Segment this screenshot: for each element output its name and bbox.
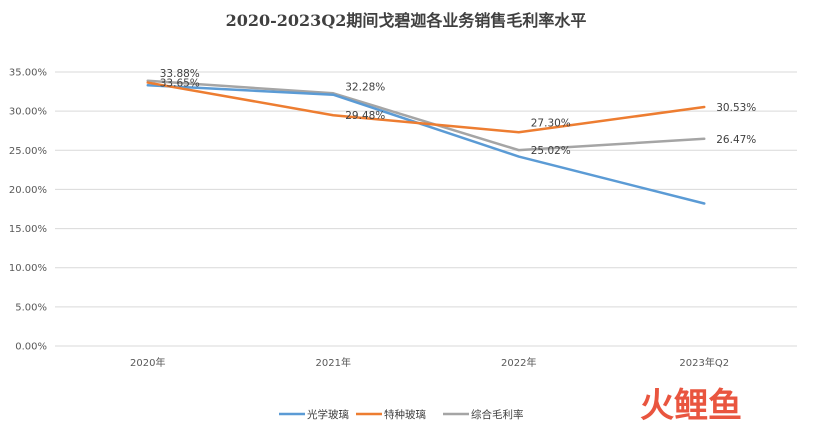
data-label: 29.48% [345,110,385,122]
y-tick-label: 5.00% [15,302,47,313]
y-tick-label: 15.00% [9,224,47,235]
y-tick-label: 25.00% [9,146,47,157]
legend-label: 特种玻璃 [384,408,426,421]
data-label: 26.47% [716,134,756,146]
series-line-0 [146,84,706,205]
x-axis-ticks: 2020年 2021年 2022年 2023年Q2 [130,356,729,369]
data-label: 30.53% [716,102,756,114]
data-label: 32.28% [345,81,385,93]
y-tick-label: 20.00% [9,185,47,196]
data-label: 27.30% [531,117,571,129]
x-tick-label: 2022年 [501,356,536,369]
watermark-logo: 火鲤鱼 [640,386,742,426]
data-labels: 33.65% 29.48% 27.30% 30.53% 33.88% 32.28% 25.0… [160,68,757,157]
legend: 光学玻璃 特种玻璃 综合毛利率 [279,408,524,421]
data-label: 33.88% [160,68,200,80]
grid-lines [55,71,797,347]
legend-label: 综合毛利率 [471,408,524,421]
series-lines [146,79,706,205]
y-tick-label: 35.00% [9,68,47,79]
y-tick-label: 10.00% [9,263,47,274]
series-line-2 [146,79,706,152]
chart-title: 2020-2023Q2期间戈碧迦各业务销售毛利率水平 [226,11,587,30]
legend-label: 光学玻璃 [307,408,349,421]
x-tick-label: 2020年 [130,356,165,369]
y-tick-label: 30.00% [9,107,47,118]
data-label: 25.02% [531,145,571,157]
y-axis-ticks: 0.00% 5.00% 10.00% 15.00% 20.00% 25.00% 30.00%… [9,68,47,353]
x-tick-label: 2021年 [316,356,351,369]
series-line-1 [146,81,706,134]
y-tick-label: 0.00% [15,342,47,353]
x-tick-label: 2023年Q2 [679,356,729,369]
data-label: 33.65% [160,78,200,90]
